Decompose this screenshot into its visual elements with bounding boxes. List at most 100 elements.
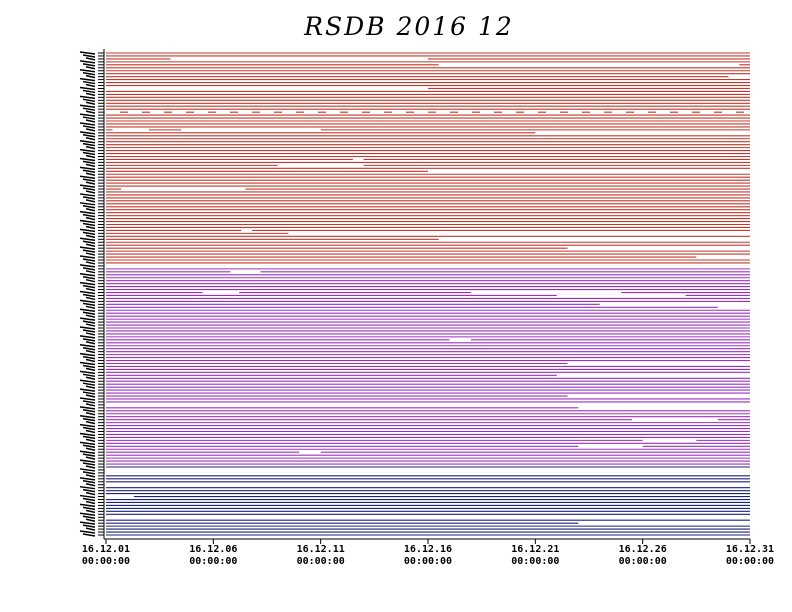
y-tick-label-illegible <box>82 355 96 360</box>
y-tick-label-illegible <box>82 142 96 147</box>
y-tick-label-illegible <box>85 243 96 247</box>
y-tick-label-illegible <box>82 400 96 404</box>
y-tick-label-illegible <box>82 80 96 85</box>
y-tick-label-illegible <box>85 323 96 327</box>
y-tick-label-illegible <box>79 326 96 330</box>
y-tick-label-illegible <box>82 506 96 511</box>
y-tick-label-illegible <box>79 317 96 321</box>
y-tick-label-illegible <box>85 207 96 212</box>
y-tick-label-illegible <box>85 412 96 416</box>
y-tick-label-illegible <box>85 190 96 194</box>
y-tick-label-illegible <box>85 270 96 274</box>
y-tick-label-illegible <box>79 344 96 348</box>
y-tick-label-illegible <box>82 329 96 333</box>
x-tick-label-time: 00:00:00 <box>619 556 667 567</box>
y-tick-label-illegible <box>85 172 96 176</box>
y-tick-label-illegible <box>82 488 96 493</box>
x-tick-label-time: 00:00:00 <box>404 556 452 567</box>
y-tick-label-illegible <box>79 148 96 153</box>
y-tick-label-illegible <box>82 435 96 440</box>
y-tick-label-illegible <box>82 231 96 236</box>
y-tick-label-illegible <box>82 462 96 466</box>
y-tick-label-illegible <box>82 116 96 120</box>
y-tick-label-illegible <box>82 391 96 395</box>
y-tick-label-illegible <box>82 71 96 76</box>
y-tick-label-illegible <box>82 151 96 156</box>
y-tick-label-illegible <box>79 255 96 259</box>
y-tick-label-illegible <box>85 474 96 478</box>
y-tick-label-illegible <box>82 444 96 449</box>
y-tick-label-illegible <box>82 125 96 129</box>
y-tick-label-illegible <box>79 113 96 117</box>
y-tick-label-illegible <box>79 51 96 55</box>
y-tick-label-illegible <box>79 397 96 401</box>
y-tick-label-illegible <box>82 480 96 484</box>
y-tick-label-illegible <box>85 57 96 61</box>
series-layer <box>106 52 750 536</box>
x-tick-label-time: 00:00:00 <box>189 556 237 567</box>
y-tick-label-illegible <box>82 346 96 351</box>
y-tick-label-illegible <box>82 258 96 262</box>
y-tick-label-illegible <box>79 503 96 508</box>
x-tick-label-date: 16.12.16 <box>404 544 452 555</box>
y-tick-label-illegible <box>85 163 96 168</box>
y-tick-label-illegible <box>85 349 96 354</box>
y-tick-label-illegible <box>82 338 96 342</box>
y-tick-label-illegible <box>79 202 96 206</box>
y-tick-label-illegible <box>79 77 96 82</box>
y-tick-label-illegible <box>85 314 96 318</box>
y-tick-label-illegible <box>82 364 96 369</box>
y-tick-label-illegible <box>79 335 96 339</box>
x-tick-label-date: 16.12.01 <box>82 544 130 555</box>
y-tick-label-illegible <box>85 500 96 505</box>
y-tick-label-illegible <box>79 166 96 171</box>
y-tick-label-illegible <box>79 139 96 144</box>
y-tick-label-illegible <box>85 154 96 159</box>
y-tick-label-illegible <box>85 216 96 221</box>
y-tick-label-illegible <box>79 423 96 428</box>
y-tick-label-illegible <box>79 193 96 197</box>
y-tick-label-illegible <box>85 287 96 292</box>
x-tick-label-date: 16.12.31 <box>726 544 774 555</box>
y-tick-label-illegible <box>79 175 96 179</box>
y-tick-label-illegible <box>82 276 96 280</box>
y-tick-label-illegible <box>82 515 96 519</box>
chart-title: RSDB 2016 12 <box>304 12 514 41</box>
y-tick-label-illegible <box>82 293 96 298</box>
y-tick-label-illegible <box>85 518 96 522</box>
x-tick-label-date: 16.12.26 <box>619 544 667 555</box>
y-tick-label-illegible <box>79 379 96 383</box>
y-tick-label-illegible <box>79 441 96 446</box>
y-tick-label-illegible <box>79 388 96 392</box>
y-tick-label-illegible <box>85 509 96 514</box>
y-tick-label-illegible <box>79 86 96 91</box>
y-tick-label-illegible <box>85 234 96 239</box>
y-tick-label-illegible <box>79 210 96 215</box>
y-tick-label-illegible <box>85 225 96 230</box>
y-tick-label-illegible <box>79 60 96 64</box>
x-tick-label-time: 00:00:00 <box>297 556 345 567</box>
y-tick-label-illegible <box>85 83 96 88</box>
y-tick-label-illegible <box>79 406 96 410</box>
y-tick-label-illegible <box>85 199 96 203</box>
y-tick-label-illegible <box>82 382 96 386</box>
y-tick-label-illegible <box>79 361 96 366</box>
y-tick-label-illegible <box>82 320 96 324</box>
y-tick-label-illegible <box>85 278 96 283</box>
y-tick-label-illegible <box>79 432 96 437</box>
y-tick-label-illegible <box>79 477 96 481</box>
y-tick-label-illegible <box>85 66 96 70</box>
y-tick-label-illegible <box>82 169 96 174</box>
y-tick-label-illegible <box>79 299 96 304</box>
y-tick-label-illegible <box>79 290 96 295</box>
y-tick-label-illegible <box>79 264 96 268</box>
x-tick-label-time: 00:00:00 <box>82 556 130 567</box>
y-tick-label-illegible <box>79 281 96 286</box>
x-tick-label-time: 00:00:00 <box>726 556 774 567</box>
y-tick-label-illegible <box>79 512 96 517</box>
y-tick-label-illegible <box>85 332 96 336</box>
y-tick-label-illegible <box>85 491 96 496</box>
y-tick-label-illegible <box>79 273 96 277</box>
y-tick-label-illegible <box>79 494 96 499</box>
y-tick-label-illegible <box>85 527 96 531</box>
